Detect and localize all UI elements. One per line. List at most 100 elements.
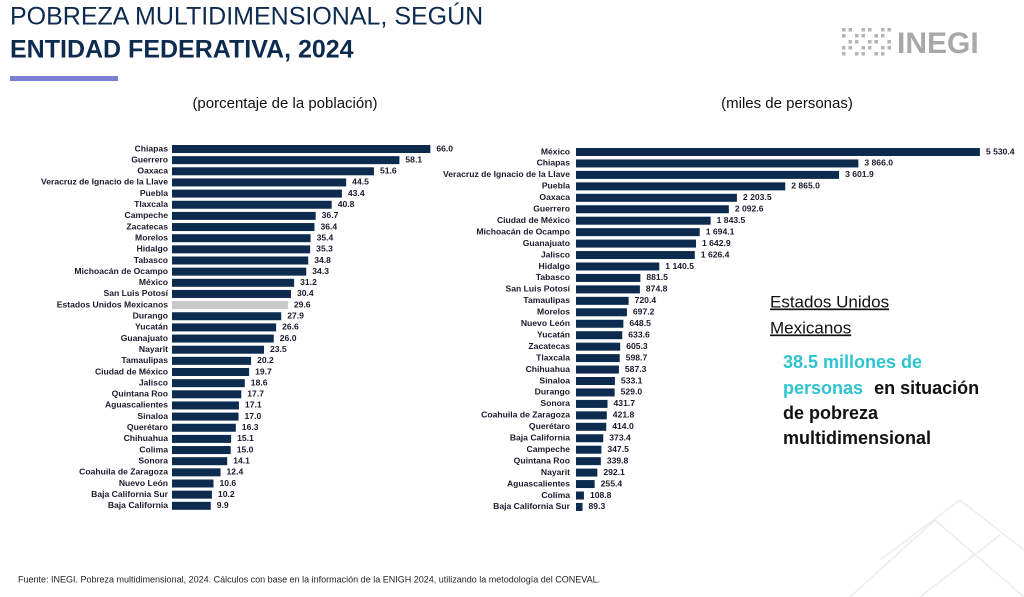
logo-dot xyxy=(861,52,865,56)
bar xyxy=(576,388,615,397)
category-label: Baja California Sur xyxy=(91,489,169,499)
logo-dot xyxy=(855,40,859,44)
bar xyxy=(576,216,711,225)
category-label: Chihuahua xyxy=(526,364,571,374)
logo-dot xyxy=(842,46,846,50)
logo-dot xyxy=(881,28,885,32)
bar xyxy=(172,323,277,332)
bar xyxy=(576,422,607,431)
bar xyxy=(172,245,311,254)
value-label: 18.6 xyxy=(251,377,268,387)
bar xyxy=(172,145,431,153)
value-label: 1 843.5 xyxy=(717,215,746,225)
category-label: Durango xyxy=(133,311,168,321)
bar xyxy=(172,267,307,276)
callout-highlight: 38.5 millones de xyxy=(783,352,922,372)
logo-dot xyxy=(881,46,885,50)
bar xyxy=(172,278,295,287)
category-label: Baja California xyxy=(510,433,570,443)
value-label: 431.7 xyxy=(614,398,636,408)
category-label: Tlaxcala xyxy=(536,352,570,362)
category-label: Oaxaca xyxy=(137,166,168,176)
value-label: 19.7 xyxy=(255,366,272,376)
logo-dot xyxy=(861,34,865,38)
category-label: Guerrero xyxy=(131,154,168,164)
value-label: 30.4 xyxy=(297,288,314,298)
category-label: Tabasco xyxy=(536,272,570,282)
bar xyxy=(576,491,584,500)
bar xyxy=(172,234,311,243)
value-label: 874.8 xyxy=(646,284,668,294)
callout-heading: Mexicanos xyxy=(770,318,851,337)
logo-dot xyxy=(874,34,878,38)
value-label: 15.1 xyxy=(237,433,254,443)
category-label: Colima xyxy=(139,444,168,454)
value-label: 23.5 xyxy=(270,344,287,354)
watermark xyxy=(849,499,1024,597)
bar xyxy=(576,273,641,282)
category-label: Chihuahua xyxy=(124,433,169,443)
logo-dot xyxy=(887,28,891,32)
value-label: 9.9 xyxy=(217,500,229,510)
value-label: 292.1 xyxy=(603,467,625,477)
bar xyxy=(576,434,604,443)
title-line1: POBREZA MULTIDIMENSIONAL, SEGÚN xyxy=(10,2,483,31)
logo-dots xyxy=(842,28,891,56)
value-label: 697.2 xyxy=(633,307,655,317)
title-underline xyxy=(10,76,118,81)
bar xyxy=(576,262,660,271)
category-label: Sinaloa xyxy=(539,375,570,385)
value-label: 605.3 xyxy=(626,341,648,351)
category-label: Quintana Roo xyxy=(112,389,168,399)
logo-dot xyxy=(868,40,872,44)
value-label: 373.4 xyxy=(609,433,631,443)
bar xyxy=(172,345,264,354)
category-label: Michoacán de Ocampo xyxy=(74,266,168,276)
bar xyxy=(172,479,214,488)
bar xyxy=(576,205,729,214)
bar xyxy=(172,401,239,410)
category-label: Quintana Roo xyxy=(514,455,570,465)
value-label: 648.5 xyxy=(629,318,651,328)
value-label: 421.8 xyxy=(613,410,635,420)
value-label: 881.5 xyxy=(646,272,668,282)
category-label: Ciudad de México xyxy=(497,215,570,225)
callout-text: de pobreza xyxy=(783,403,879,423)
bar xyxy=(576,502,583,511)
category-label: Nayarit xyxy=(541,467,570,477)
bar xyxy=(172,156,400,165)
category-label: Yucatán xyxy=(537,329,570,339)
bar xyxy=(576,170,840,179)
logo-dot xyxy=(842,28,846,32)
bar xyxy=(172,256,309,265)
bar xyxy=(172,178,347,187)
category-label: Jalisco xyxy=(541,249,570,259)
bar xyxy=(576,445,602,454)
bar xyxy=(576,159,859,168)
value-label: 66.0 xyxy=(436,143,453,153)
logo-text: INEGI xyxy=(897,27,979,60)
bar xyxy=(576,308,627,317)
value-label: 43.4 xyxy=(348,188,365,198)
logo-dot xyxy=(881,34,885,38)
category-label: Guanajuato xyxy=(523,238,570,248)
value-label: 10.2 xyxy=(218,489,235,499)
logo-dot xyxy=(848,40,852,44)
value-label: 339.8 xyxy=(607,455,629,465)
bar xyxy=(576,411,607,420)
category-label: Chiapas xyxy=(537,158,571,168)
category-label: Baja California Sur xyxy=(493,501,571,511)
value-label: 36.7 xyxy=(322,210,339,220)
value-label: 58.1 xyxy=(405,154,422,164)
category-label: Morelos xyxy=(537,307,570,317)
value-label: 27.9 xyxy=(287,311,304,321)
category-label: Michoacán de Ocampo xyxy=(476,226,570,236)
value-label: 533.1 xyxy=(621,375,643,385)
logo-dot xyxy=(887,40,891,44)
value-label: 12.4 xyxy=(227,467,244,477)
value-label: 587.3 xyxy=(625,364,647,374)
category-label: Coahuila de Zaragoza xyxy=(79,467,168,477)
logo-dot xyxy=(868,28,872,32)
category-label: Nuevo León xyxy=(119,478,168,488)
